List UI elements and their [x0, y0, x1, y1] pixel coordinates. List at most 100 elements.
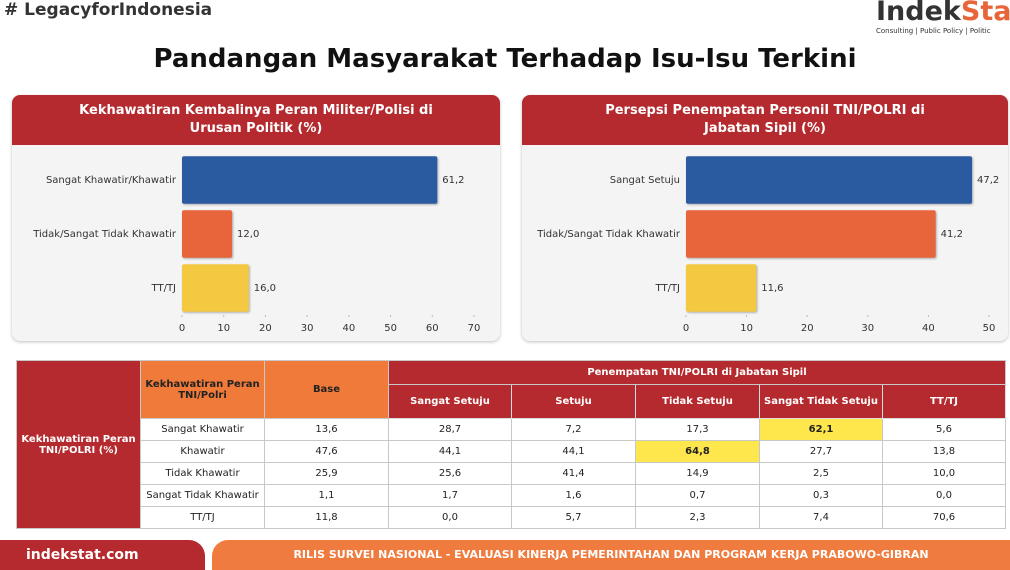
bar — [182, 156, 438, 204]
chart-title: Kekhawatiran Kembalinya Peran Militer/Po… — [12, 95, 500, 145]
hashtag: LegacyforIndonesia — [24, 0, 213, 20]
value-label: 61,2 — [442, 175, 464, 186]
table-cell: 13,6 — [264, 418, 389, 441]
table-cell: 7,4 — [759, 506, 883, 529]
table-cell: 44,1 — [511, 440, 636, 463]
table-cell: 70,6 — [882, 506, 1006, 529]
table-cell: 14,9 — [635, 462, 760, 485]
category-label: TT/TJ — [151, 283, 176, 294]
logo-accent: Stat — [960, 0, 1010, 27]
row-label: Sangat Tidak Khawatir — [140, 484, 265, 507]
footer-release: RILIS SURVEI NASIONAL - EVALUASI KINERJA… — [212, 540, 1010, 570]
x-tick-label: 40 — [342, 323, 355, 334]
x-tick-label: 60 — [426, 323, 439, 334]
table-cell: 44,1 — [388, 440, 512, 463]
x-tick-label: 20 — [801, 323, 814, 334]
table-cell: 2,3 — [635, 506, 760, 529]
table-cell: 11,8 — [264, 506, 389, 529]
table-cell: 27,7 — [759, 440, 883, 463]
x-tick-label: 0 — [179, 323, 185, 334]
chart: 0 10 20 30 40 50 60 70 61,2 Sangat Khawatir/Khawa… — [32, 156, 481, 334]
footer-site: indekstat.com — [0, 540, 205, 570]
row-header: Kekhawatiran Peran TNI/POLRI (%) — [16, 360, 141, 529]
chart-title: Persepsi Penempatan Personil TNI/POLRI d… — [522, 95, 1008, 145]
x-tick-label: 20 — [259, 323, 272, 334]
chart-panel: Kekhawatiran Kembalinya Peran Militer/Po… — [12, 95, 500, 341]
table-cell: 7,2 — [511, 418, 636, 441]
category-label: TT/TJ — [655, 283, 680, 294]
row-label: Khawatir — [140, 440, 265, 463]
table-cell: 25,6 — [388, 462, 512, 485]
category-label: Tidak/Sangat Tidak Khawatir — [536, 229, 681, 240]
table-cell: 62,1 — [759, 418, 883, 441]
row-label: Sangat Khawatir — [140, 418, 265, 441]
table-cell: 2,5 — [759, 462, 883, 485]
chart-panel: Persepsi Penempatan Personil TNI/POLRI d… — [522, 95, 1008, 341]
table-row: Sangat Tidak Khawatir 1,1 1,7 1,6 0,7 0,3 0,0 — [17, 484, 1006, 507]
table-row: Sangat Khawatir 13,6 28,7 7,2 17,3 62,1 5,6 — [17, 418, 1006, 441]
column-header: Sangat Setuju — [388, 384, 512, 419]
col-header: Kekhawatiran Peran TNI/Polri — [140, 360, 265, 419]
table-cell: 1,6 — [511, 484, 636, 507]
bar — [182, 210, 233, 258]
value-label: 11,6 — [761, 283, 783, 294]
x-tick-label: 10 — [217, 323, 230, 334]
table-cell: 47,6 — [264, 440, 389, 463]
table-cell: 1,1 — [264, 484, 389, 507]
table-cell: 0,0 — [882, 484, 1006, 507]
table-cell: 41,4 — [511, 462, 636, 485]
category-label: Sangat Khawatir/Khawatir — [46, 175, 177, 186]
table-cell: 0,7 — [635, 484, 760, 507]
group-header: Penempatan TNI/POLRI di Jabatan Sipil — [388, 360, 1006, 385]
table-row: TT/TJ 11,8 0,0 5,7 2,3 7,4 70,6 — [17, 506, 1006, 529]
row-label: TT/TJ — [140, 506, 265, 529]
table-cell: 25,9 — [264, 462, 389, 485]
table-cell: 28,7 — [388, 418, 512, 441]
logo: IndekStat — [876, 0, 1010, 27]
table-cell: 0,3 — [759, 484, 883, 507]
x-tick-label: 30 — [301, 323, 314, 334]
subheader-row: Sangat Setuju Setuju Tidak Setuju Sangat Ti… — [17, 384, 1006, 419]
x-tick-label: 40 — [922, 323, 935, 334]
chart: 0 10 20 30 40 50 47,2 Sangat Setuju 41,2 Tidak/Sa… — [536, 156, 999, 334]
table-row: Khawatir 47,6 44,1 44,1 64,8 27,7 13,8 — [17, 440, 1006, 463]
table-cell: 5,7 — [511, 506, 636, 529]
base-header: Base — [264, 360, 389, 419]
logo-main: Indek — [876, 0, 961, 27]
table-cell: 0,0 — [388, 506, 512, 529]
category-label: Sangat Setuju — [610, 175, 680, 186]
bar — [686, 264, 757, 312]
row-label: Tidak Khawatir — [140, 462, 265, 485]
bar — [686, 210, 936, 258]
table-body: Kekhawatiran Peran TNI/POLRI (%) Kekhawa… — [16, 360, 1006, 529]
column-header: Tidak Setuju — [635, 384, 760, 419]
x-tick-label: 30 — [861, 323, 874, 334]
x-tick-label: 0 — [683, 323, 689, 334]
value-label: 47,2 — [977, 175, 999, 186]
x-tick-label: 50 — [384, 323, 397, 334]
bar — [182, 264, 249, 312]
page-title: Pandangan Masyarakat Terhadap Isu-Isu Te… — [153, 44, 857, 74]
table-cell: 5,6 — [882, 418, 1006, 441]
column-header: Sangat Tidak Setuju — [759, 384, 883, 419]
table-row: Tidak Khawatir 25,9 25,6 41,4 14,9 2,5 10,0 — [17, 462, 1006, 485]
bar — [686, 156, 973, 204]
table-cell: 17,3 — [635, 418, 760, 441]
hashtag-row: # LegacyforIndonesia — [4, 0, 212, 20]
value-label: 16,0 — [254, 283, 276, 294]
category-label: Tidak/Sangat Tidak Khawatir — [32, 229, 177, 240]
column-header: TT/TJ — [882, 384, 1006, 419]
table-cell: 64,8 — [635, 440, 760, 463]
x-tick-label: 50 — [983, 323, 996, 334]
table-cell: 13,8 — [882, 440, 1006, 463]
column-header: Setuju — [511, 384, 636, 419]
cross-table: Kekhawatiran Peran TNI/POLRI (%) Kekhawa… — [16, 360, 1006, 529]
x-tick-label: 10 — [740, 323, 753, 334]
hashtag-icon: # — [4, 0, 19, 20]
x-tick-label: 70 — [468, 323, 481, 334]
value-label: 41,2 — [941, 229, 963, 240]
value-label: 12,0 — [237, 229, 259, 240]
logo-tagline: Consulting | Public Policy | Politic — [876, 27, 991, 35]
table-cell: 10,0 — [882, 462, 1006, 485]
